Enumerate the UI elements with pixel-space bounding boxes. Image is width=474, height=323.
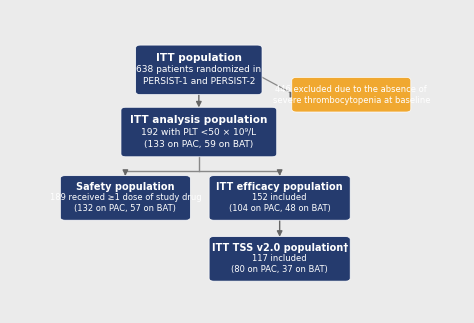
Text: Safety population: Safety population xyxy=(76,182,174,192)
Text: 446 excluded due to the absence of: 446 excluded due to the absence of xyxy=(275,85,427,94)
Text: (80 on PAC, 37 on BAT): (80 on PAC, 37 on BAT) xyxy=(231,265,328,274)
Text: ITT TSS v2.0 population†: ITT TSS v2.0 population† xyxy=(211,243,348,253)
Text: 152 included: 152 included xyxy=(253,193,307,203)
Text: (132 on PAC, 57 on BAT): (132 on PAC, 57 on BAT) xyxy=(74,204,176,213)
FancyBboxPatch shape xyxy=(209,176,350,220)
Text: 189 received ≥1 dose of study drug: 189 received ≥1 dose of study drug xyxy=(50,193,201,203)
Text: ITT population: ITT population xyxy=(156,53,242,63)
Text: ITT analysis population: ITT analysis population xyxy=(130,115,267,125)
Text: 117 included: 117 included xyxy=(252,255,307,263)
FancyBboxPatch shape xyxy=(209,237,350,281)
Text: (133 on PAC, 59 on BAT): (133 on PAC, 59 on BAT) xyxy=(144,140,254,149)
Text: ITT efficacy population: ITT efficacy population xyxy=(216,182,343,192)
FancyBboxPatch shape xyxy=(121,107,277,157)
Text: severe thrombocytopenia at baseline: severe thrombocytopenia at baseline xyxy=(273,96,430,105)
Text: 192 with PLT <50 × 10⁹/L: 192 with PLT <50 × 10⁹/L xyxy=(141,128,256,137)
FancyBboxPatch shape xyxy=(60,176,191,220)
FancyBboxPatch shape xyxy=(136,45,262,95)
Text: PERSIST-1 and PERSIST-2: PERSIST-1 and PERSIST-2 xyxy=(143,78,255,87)
Text: (104 on PAC, 48 on BAT): (104 on PAC, 48 on BAT) xyxy=(229,204,330,213)
FancyBboxPatch shape xyxy=(292,78,411,112)
Text: 638 patients randomized in: 638 patients randomized in xyxy=(137,65,261,74)
